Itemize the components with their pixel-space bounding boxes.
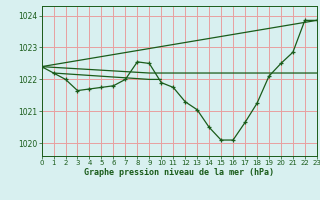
X-axis label: Graphe pression niveau de la mer (hPa): Graphe pression niveau de la mer (hPa) — [84, 168, 274, 177]
